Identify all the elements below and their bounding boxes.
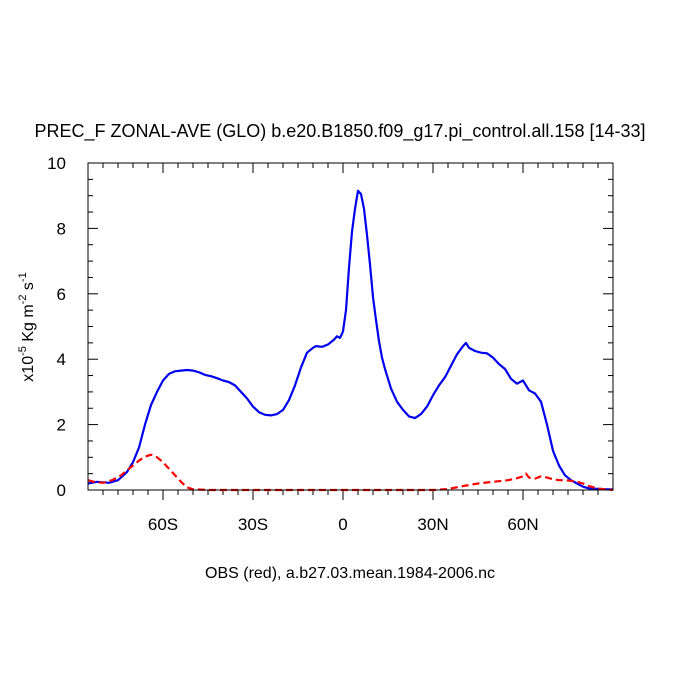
y-tick-label: 6 <box>57 285 66 304</box>
y-tick-labels: 0 2 4 6 8 10 <box>47 154 66 500</box>
y-tick-label: 2 <box>57 416 66 435</box>
y-axis-label-units-a: Kg m <box>20 304 37 346</box>
y-axis-label-exp2: -2 <box>17 295 29 305</box>
y-tick-label: 4 <box>57 350 66 369</box>
y-axis-label-exp: -5 <box>17 346 29 356</box>
series-layer <box>87 189 614 492</box>
tick-marks <box>88 162 613 500</box>
x-tick-label: 60N <box>507 515 538 534</box>
chart-title: PREC_F ZONAL-AVE (GLO) b.e20.B1850.f09_g… <box>35 121 646 142</box>
y-tick-label: 8 <box>57 219 66 238</box>
x-tick-label: 60S <box>148 515 178 534</box>
y-tick-label: 0 <box>57 481 66 500</box>
y-axis-label-units-b: s <box>20 282 37 294</box>
x-tick-label: 30S <box>238 515 268 534</box>
x-tick-labels: 60S 30S 0 30N 60N <box>148 515 539 534</box>
series-line-0 <box>87 189 613 491</box>
y-axis-label-exp3: -1 <box>17 272 29 282</box>
y-axis-label: x10-5 Kg m-2 s-1 <box>17 272 37 381</box>
x-axis-label: OBS (red), a.b27.03.mean.1984-2006.nc <box>205 565 495 582</box>
plot-frame <box>87 162 614 491</box>
x-tick-label: 30N <box>417 515 448 534</box>
x-tick-label: 0 <box>338 515 347 534</box>
series-line-1 <box>87 453 614 492</box>
y-tick-label: 10 <box>47 154 66 173</box>
y-axis-label-prefix: x10 <box>20 356 37 382</box>
